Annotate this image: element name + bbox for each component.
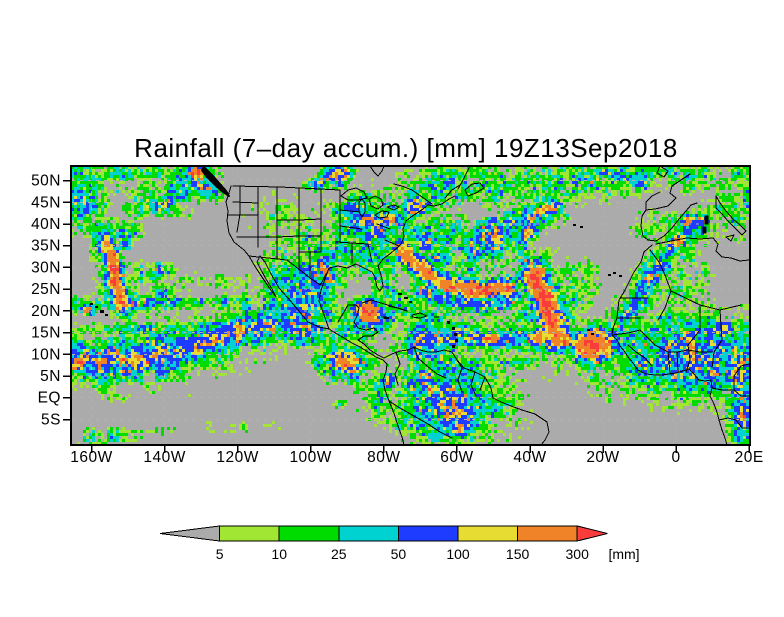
svg-text:35N: 35N [31, 238, 61, 255]
svg-text:50N: 50N [31, 173, 61, 190]
svg-text:40W: 40W [513, 449, 546, 466]
svg-text:120W: 120W [216, 449, 259, 466]
svg-text:5S: 5S [41, 412, 61, 429]
svg-text:45N: 45N [31, 194, 61, 211]
svg-text:80W: 80W [367, 449, 400, 466]
svg-text:25N: 25N [31, 281, 61, 298]
svg-text:140W: 140W [143, 449, 186, 466]
svg-text:15N: 15N [31, 325, 61, 342]
svg-text:Rainfall (7–day accum.) [mm] 1: Rainfall (7–day accum.) [mm] 19Z13Sep201… [134, 133, 678, 163]
svg-text:160W: 160W [70, 449, 113, 466]
svg-text:25: 25 [331, 546, 347, 562]
svg-text:5N: 5N [40, 368, 61, 385]
svg-text:5: 5 [216, 546, 224, 562]
svg-text:EQ: EQ [38, 390, 61, 407]
svg-text:20W: 20W [586, 449, 619, 466]
svg-text:50: 50 [391, 546, 407, 562]
svg-text:30N: 30N [31, 259, 61, 276]
svg-text:150: 150 [506, 546, 530, 562]
svg-text:10N: 10N [31, 346, 61, 363]
svg-text:10: 10 [271, 546, 287, 562]
svg-text:20N: 20N [31, 303, 61, 320]
svg-text:0: 0 [672, 449, 681, 466]
svg-text:100: 100 [446, 546, 470, 562]
svg-text:100W: 100W [289, 449, 332, 466]
svg-text:20E: 20E [735, 449, 764, 466]
svg-text:[mm]: [mm] [608, 546, 639, 562]
svg-text:40N: 40N [31, 216, 61, 233]
svg-text:300: 300 [566, 546, 590, 562]
svg-text:60W: 60W [440, 449, 473, 466]
